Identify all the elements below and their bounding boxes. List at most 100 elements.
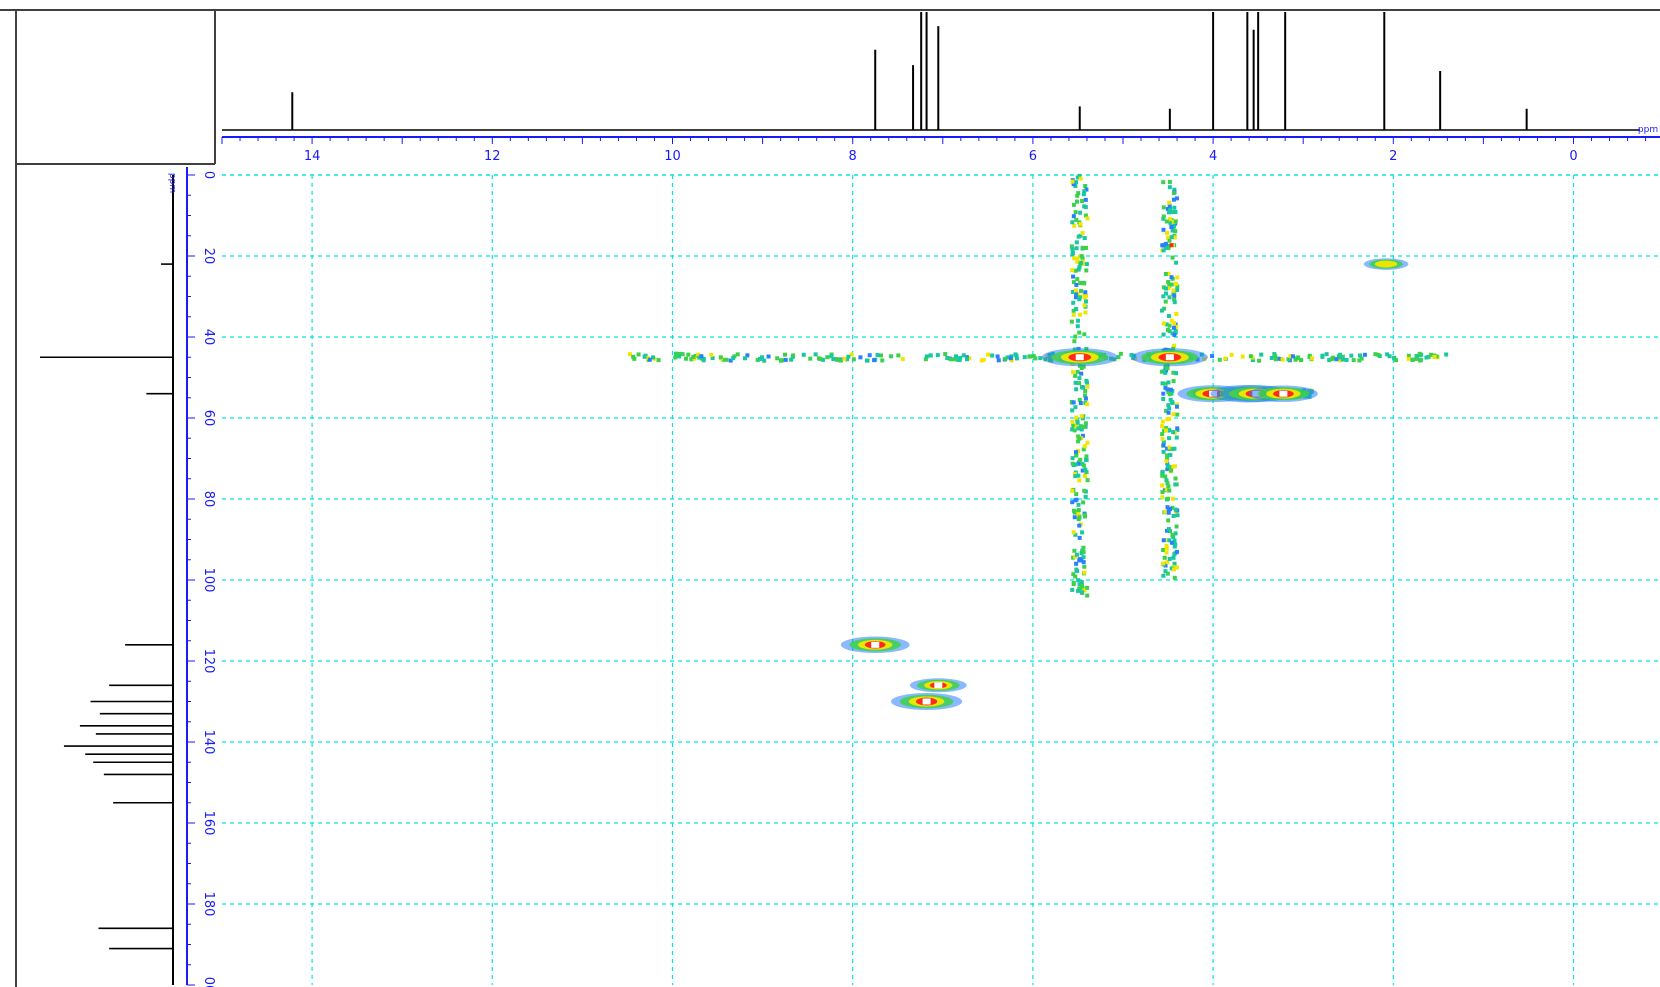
ridge-dot — [1166, 271, 1171, 276]
ridge-dot — [1075, 420, 1080, 425]
ridge-dot — [1073, 462, 1078, 467]
ridge-dot — [1084, 454, 1089, 459]
ridge-dot — [1444, 352, 1449, 357]
ridge-dot — [1081, 192, 1086, 197]
ridge-dot — [1075, 259, 1080, 264]
ridge-dot — [1161, 449, 1166, 454]
ridge-dot — [1072, 339, 1077, 344]
ridge-dot — [1164, 426, 1169, 431]
ridge-dot — [1071, 182, 1076, 187]
ridge-dot — [651, 355, 656, 360]
ridge-dot — [957, 358, 962, 363]
ridge-dot — [1169, 210, 1174, 215]
ridge-dot — [1082, 474, 1087, 479]
ridge-dot — [1166, 235, 1171, 240]
ridge-dot — [1172, 297, 1177, 302]
ridge-dot — [1085, 440, 1090, 445]
ridge-dot — [1166, 280, 1171, 285]
ridge-dot — [1175, 412, 1180, 417]
x-tick-label: 4 — [1209, 149, 1217, 164]
ridge-dot — [1071, 214, 1076, 219]
ridge-dot — [1160, 490, 1165, 495]
ridge-dot — [1340, 354, 1345, 359]
ridge-dot — [1078, 295, 1083, 300]
ridge-dot — [1073, 474, 1078, 479]
ridge-dot — [1171, 197, 1176, 202]
ridge-dot — [849, 352, 854, 357]
ridge-dot — [757, 356, 762, 361]
ridge-dot — [1081, 463, 1086, 468]
ridge-dot — [1171, 513, 1176, 518]
ridge-dot — [1410, 357, 1415, 362]
ridge-dot — [923, 357, 928, 362]
ridge-dot — [1081, 545, 1086, 550]
ridge-dot — [1174, 404, 1179, 409]
y-tick-label: 80 — [201, 491, 216, 508]
ridge-dot — [1076, 439, 1081, 444]
ridge-dot — [1166, 210, 1171, 215]
ridge-dot — [842, 356, 847, 361]
ridge-dot — [721, 357, 726, 362]
ridge-dot — [1259, 352, 1264, 357]
ridge-dot — [1077, 173, 1082, 178]
ridge-dot — [851, 357, 856, 362]
ridge-dot — [1385, 352, 1390, 357]
ridge-dot — [1082, 424, 1087, 429]
ridge-dot — [1075, 369, 1080, 374]
ridge-dot — [1174, 402, 1179, 407]
ridge-dot — [1269, 356, 1274, 361]
ridge-dot — [1273, 353, 1278, 358]
ridge-dot — [1164, 291, 1169, 296]
ridge-dot — [1116, 355, 1121, 360]
window-frame — [0, 9, 1660, 987]
ridge-dot — [1164, 241, 1169, 246]
ridge-dot — [1165, 481, 1170, 486]
ridge-dot — [1070, 408, 1075, 413]
ridge-dot — [1077, 515, 1082, 520]
ridge-dot — [691, 354, 696, 359]
ridge-dot — [1013, 352, 1018, 357]
ridge-dot — [1085, 585, 1090, 590]
ridge-dot — [1079, 288, 1084, 293]
ridge-dot — [1164, 219, 1169, 224]
ridge-dot — [1250, 358, 1255, 363]
ridge-dot — [1076, 588, 1081, 593]
ridge-dot — [1164, 459, 1169, 464]
ridge-dot — [735, 352, 740, 357]
ridge-dot — [1071, 555, 1076, 560]
ridge-dot — [1291, 354, 1296, 359]
ridge-dot — [1070, 179, 1075, 184]
ridge-dot — [1362, 352, 1367, 357]
ridge-dot — [1172, 293, 1177, 298]
ridge-dot — [1074, 552, 1079, 557]
ridge-dot — [844, 357, 849, 362]
ridge-dot — [1168, 207, 1173, 212]
ridge-dot — [656, 358, 661, 363]
ridge-dot — [1164, 543, 1169, 548]
ridge-dot — [1165, 206, 1170, 211]
ridge-dot — [1163, 271, 1168, 276]
ridge-dot — [1080, 433, 1085, 438]
ridge-dot — [1172, 552, 1177, 557]
ridge-dot — [1084, 187, 1089, 192]
ridge-dot — [1080, 385, 1085, 390]
ridge-dot — [1164, 408, 1169, 413]
ridge-dot — [1072, 548, 1077, 553]
ridge-dot — [1307, 353, 1312, 358]
ridge-dot — [1074, 497, 1079, 502]
ridge-dot — [1161, 216, 1166, 221]
cross-peak-center — [934, 682, 943, 689]
x-unit-label: ppm — [1638, 125, 1658, 135]
cross-peak-layer — [840, 258, 1409, 710]
ridge-dot — [755, 357, 760, 362]
cross-peak-center — [922, 698, 931, 705]
ridge-dot — [1167, 392, 1172, 397]
ridge-dot — [1071, 530, 1076, 535]
ridge-dot — [791, 353, 796, 358]
ridge-dot — [1170, 464, 1175, 469]
ridge-dot — [1167, 436, 1172, 441]
y-tick-label: 60 — [201, 410, 216, 427]
ridge-dot — [1334, 357, 1339, 362]
ridge-dot — [831, 357, 836, 362]
